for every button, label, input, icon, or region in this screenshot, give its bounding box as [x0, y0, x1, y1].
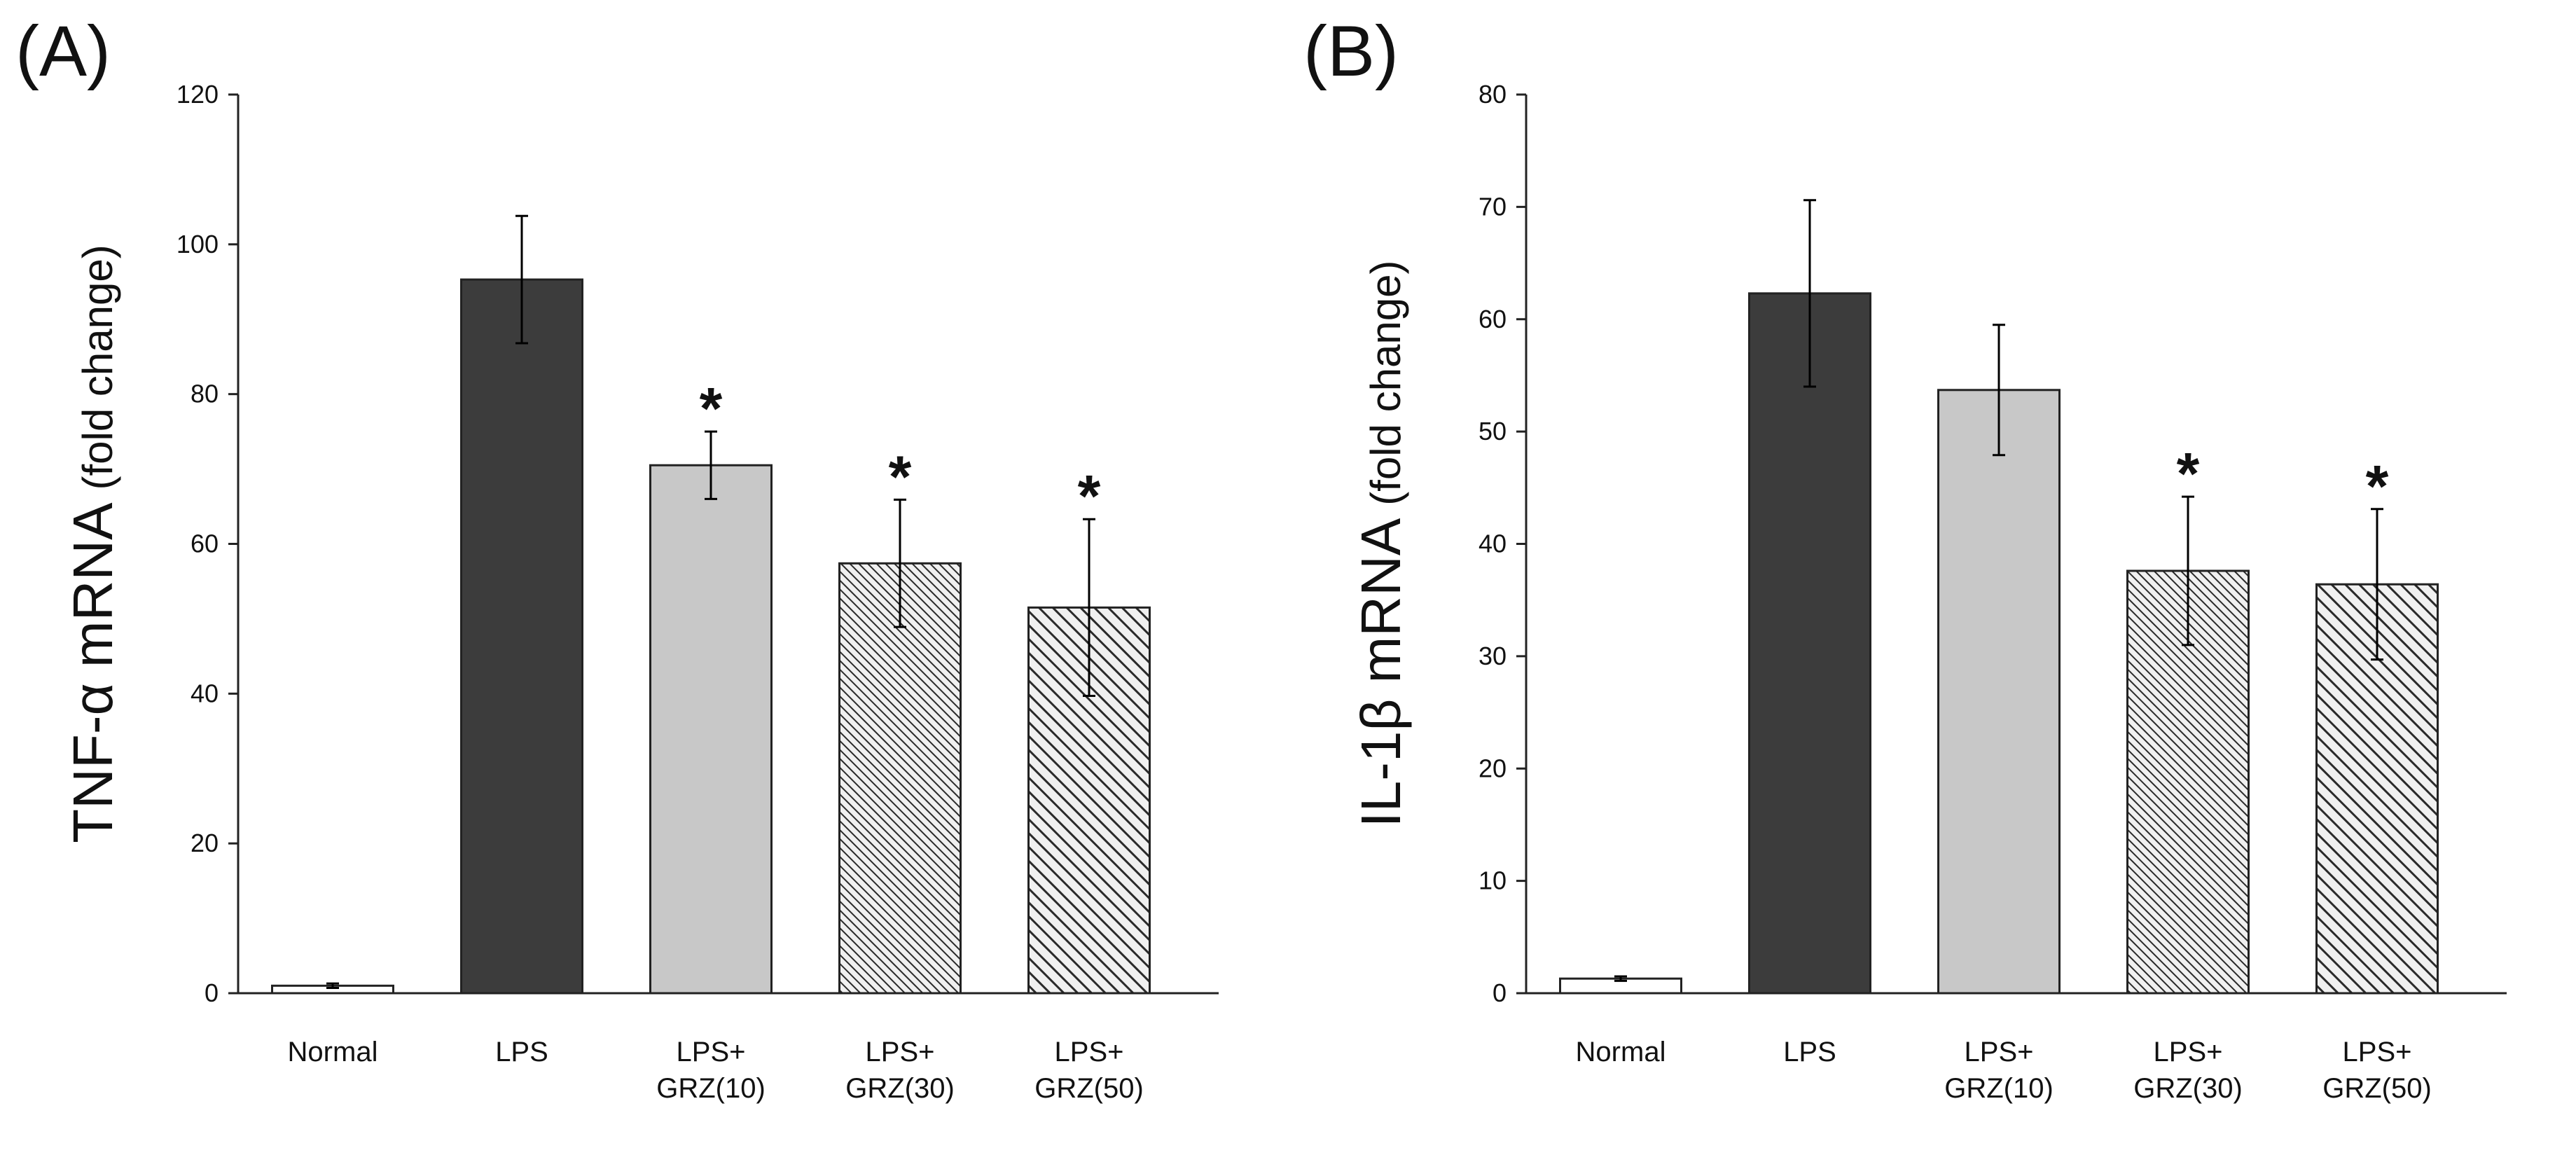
y-tick-label: 20: [191, 829, 219, 857]
y-axis-title-unit: (fold change): [74, 244, 121, 490]
error-bar: [2371, 508, 2383, 661]
y-axis-title-main: IL-1β mRNA: [1350, 518, 1412, 827]
panel-b-il1-beta-chart: (B) IL-1β mRNA (fold change) 0 10 20 30 40 50 60 7…: [1288, 0, 2576, 1155]
significance-asterisk: *: [1078, 463, 1101, 529]
bar: [838, 562, 962, 995]
y-tick-label: 80: [1479, 80, 1507, 109]
y-axis-title: TNF-α mRNA (fold change): [62, 244, 124, 843]
y-tick-label: 100: [176, 230, 219, 258]
error-bar: [1083, 518, 1095, 698]
panel-a-tnf-alpha-chart: (A) TNF-α mRNA (fold change) 0 20 40 60 80 100 12…: [15, 11, 1219, 1104]
x-category-label: LPS+ GRZ(50): [2322, 1037, 2432, 1104]
bar: [649, 464, 773, 995]
panel-label: (A): [15, 11, 111, 91]
y-tick-label: 40: [191, 679, 219, 707]
error-bar: [326, 982, 339, 990]
error-bar: [1614, 975, 1627, 982]
significance-asterisk: *: [2177, 441, 2200, 506]
x-category-label: LPS: [1783, 1037, 1836, 1067]
y-tick-label: 30: [1479, 642, 1507, 670]
x-category-label: LPS+ GRZ(50): [1034, 1037, 1144, 1104]
y-tick-label: 70: [1479, 192, 1507, 221]
error-bar: [515, 214, 528, 345]
y-tick-label: 0: [205, 978, 219, 1007]
y-axis-title: IL-1β mRNA (fold change): [1350, 261, 1412, 828]
y-tick-label: 60: [1479, 305, 1507, 333]
x-category-label: LPS+ GRZ(10): [1944, 1037, 2054, 1104]
chart-svg-a: (A) TNF-α mRNA (fold change) 0 20 40 60 80 100 12…: [15, 11, 1219, 1104]
y-tick-label: 80: [191, 380, 219, 408]
x-category-label: Normal: [1576, 1037, 1666, 1067]
x-category-label: LPS: [495, 1037, 548, 1067]
bar: [1748, 292, 1871, 995]
x-category-label: LPS+ GRZ(10): [656, 1037, 766, 1104]
y-tick-label: 60: [191, 530, 219, 558]
x-category-label: LPS+ GRZ(30): [2133, 1037, 2243, 1104]
error-bar: [705, 430, 717, 500]
significance-asterisk: *: [2366, 453, 2389, 519]
significance-asterisk: *: [889, 443, 912, 509]
bar: [460, 278, 583, 995]
panel-label: (B): [1303, 11, 1399, 91]
y-tick-label: 0: [1493, 978, 1507, 1007]
bar: [1937, 389, 2061, 995]
x-category-label: LPS+ GRZ(30): [845, 1037, 955, 1104]
error-bar: [894, 498, 906, 628]
error-bar: [2182, 495, 2194, 646]
error-bar: [1993, 324, 2005, 457]
y-axis-title-unit: (fold change): [1362, 261, 1409, 506]
y-tick-label: 10: [1479, 866, 1507, 895]
x-category-label: Normal: [288, 1037, 378, 1067]
y-tick-label: 50: [1479, 417, 1507, 445]
chart-svg-b: (B) IL-1β mRNA (fold change) 0 10 20 30 40 50 60 7…: [1303, 11, 2507, 1104]
error-bar: [1803, 199, 1816, 388]
significance-asterisk: *: [700, 375, 723, 441]
y-tick-label: 20: [1479, 754, 1507, 782]
y-axis-title-main: TNF-α mRNA: [62, 502, 124, 843]
y-tick-label: 40: [1479, 530, 1507, 558]
y-tick-label: 120: [176, 80, 219, 109]
